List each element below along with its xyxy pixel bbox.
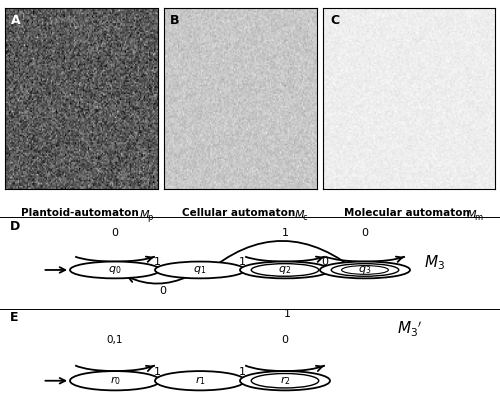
Text: $r_2$: $r_2$ [280, 374, 290, 387]
Text: $\mathrm{m}$: $\mathrm{m}$ [474, 213, 484, 222]
Text: D: D [10, 220, 20, 234]
Text: $r_1$: $r_1$ [194, 374, 205, 387]
Text: 0: 0 [322, 257, 328, 268]
Text: $q_1$: $q_1$ [194, 264, 206, 276]
Text: $q_3$: $q_3$ [358, 264, 372, 276]
Text: 0,1: 0,1 [107, 334, 123, 344]
Text: C: C [330, 14, 339, 27]
Circle shape [155, 261, 245, 278]
Circle shape [240, 371, 330, 391]
Text: B: B [170, 14, 179, 27]
Text: 1: 1 [284, 309, 291, 319]
Text: $\mathit{M}$: $\mathit{M}$ [139, 208, 150, 220]
Text: 1: 1 [154, 367, 161, 377]
Text: 1: 1 [239, 257, 246, 268]
Text: $r_0$: $r_0$ [110, 374, 120, 387]
Circle shape [240, 261, 330, 278]
Text: 0: 0 [362, 228, 368, 238]
Text: $\mathrm{p}$: $\mathrm{p}$ [146, 213, 154, 225]
Text: E: E [10, 311, 18, 324]
Text: $M_3$: $M_3$ [424, 253, 446, 272]
Circle shape [155, 371, 245, 391]
Circle shape [70, 371, 160, 391]
Text: $\mathit{M}$: $\mathit{M}$ [294, 208, 306, 220]
Circle shape [70, 261, 160, 278]
Text: 0: 0 [112, 228, 118, 238]
Circle shape [320, 261, 410, 278]
Text: $q_2$: $q_2$ [278, 264, 291, 276]
Text: Cellular automaton: Cellular automaton [182, 208, 298, 218]
Text: $\mathit{M}$: $\mathit{M}$ [466, 208, 478, 220]
Text: Plantoid-automaton: Plantoid-automaton [21, 208, 142, 218]
Text: 1: 1 [154, 257, 161, 268]
Text: $q_0$: $q_0$ [108, 264, 122, 276]
Text: 1: 1 [239, 367, 246, 377]
Text: 0: 0 [159, 286, 166, 296]
Text: 1: 1 [282, 228, 288, 238]
Text: Molecular automaton: Molecular automaton [344, 208, 474, 218]
Text: $\mathrm{c}$: $\mathrm{c}$ [302, 213, 308, 222]
Text: $M_3{}'$: $M_3{}'$ [398, 320, 422, 339]
Text: A: A [11, 14, 20, 27]
Text: 0: 0 [282, 334, 288, 344]
